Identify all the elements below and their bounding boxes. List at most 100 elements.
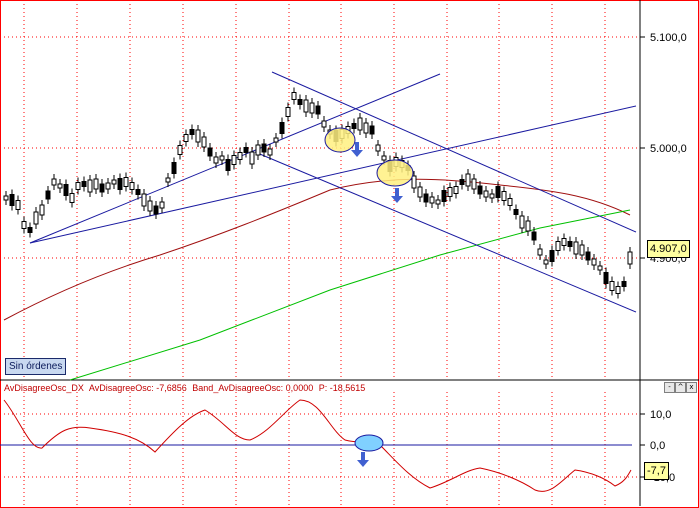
orders-badge[interactable]: Sin órdenes [5, 358, 67, 375]
candle-body [507, 198, 513, 206]
candle-body [579, 244, 585, 256]
candle-body [369, 125, 375, 135]
minimize-icon[interactable]: - [664, 382, 675, 393]
oscillator-band: Band_AvDisagreeOsc: 0,0000 [192, 383, 314, 393]
candle-body [9, 194, 15, 206]
candle-body [417, 186, 423, 198]
channel-lower-line [254, 151, 637, 313]
candle-body [621, 281, 627, 287]
candle-body [453, 186, 459, 194]
candle-body [291, 92, 297, 100]
candle-body [441, 190, 447, 202]
price-axis-label: 5.000,0 [650, 143, 687, 155]
candle-body [309, 102, 315, 114]
candle-body [165, 177, 171, 183]
candle-body [285, 107, 291, 117]
oscillator-header: AvDisagreeOsc_DX AvDisagreeOsc: -7,6856 … [4, 383, 368, 393]
candle-body [117, 178, 123, 190]
candle-body [39, 204, 45, 216]
candle-body [69, 193, 75, 203]
candle-body [81, 181, 87, 187]
candle-body [171, 162, 177, 174]
down-arrow-icon [357, 460, 369, 467]
long-moving-average-line [69, 209, 631, 381]
candle-body [423, 193, 429, 203]
candle-body [525, 220, 531, 232]
candle-body [585, 251, 591, 261]
candle-body [357, 117, 363, 131]
candle-body [435, 199, 441, 205]
candle-body [75, 182, 81, 190]
candle-body [111, 179, 117, 185]
candle-body [231, 155, 237, 165]
slow-moving-average-line [3, 178, 631, 321]
down-arrow-icon-shaft [395, 188, 399, 196]
candle-body [315, 105, 321, 115]
candle-body [297, 99, 303, 105]
candle-body [63, 184, 69, 196]
candle-body [237, 152, 243, 160]
candle-body [561, 238, 567, 246]
candle-body [477, 185, 483, 195]
oscillator-name: AvDisagreeOsc_DX [4, 383, 84, 393]
candle-body [483, 190, 489, 198]
candle-body [21, 221, 27, 229]
candle-body [591, 258, 597, 266]
candle-body [159, 201, 165, 209]
candle-body [471, 178, 477, 190]
down-arrow-icon-shaft [361, 452, 365, 460]
candle-body [189, 129, 195, 135]
osc-axis-label: 10,0 [650, 409, 671, 421]
candle-body [255, 144, 261, 156]
candle-body [147, 200, 153, 212]
candle-body [219, 155, 225, 161]
candle-body [57, 183, 63, 189]
candle-body [141, 193, 147, 207]
candle-body [207, 147, 213, 157]
oscillator-last-value: -7,7 [644, 462, 669, 480]
trendline [29, 105, 637, 244]
last-price-label: 4.907,0 [647, 240, 690, 258]
osc-axis-label: 0,0 [650, 440, 665, 452]
maximize-icon[interactable]: ^ [675, 382, 686, 393]
candle-body [135, 189, 141, 195]
down-arrow-icon [391, 196, 403, 203]
candle-body [153, 205, 159, 215]
down-arrow-icon-shaft [355, 142, 359, 150]
candle-body [87, 179, 93, 193]
candle-body [549, 250, 555, 262]
candle-body [225, 159, 231, 171]
candle-body [615, 286, 621, 294]
candle-body [105, 182, 111, 190]
highlight-ellipse [376, 159, 414, 187]
candle-body [213, 156, 219, 164]
candle-body [375, 144, 381, 152]
candle-body [537, 248, 543, 256]
candle-body [363, 122, 369, 134]
candle-body [45, 190, 51, 200]
close-icon[interactable]: x [686, 382, 697, 393]
candle-body [603, 272, 609, 284]
candle-body [597, 265, 603, 271]
candle-body [567, 241, 573, 247]
candle-body [351, 123, 357, 129]
down-arrow-icon [351, 150, 363, 157]
candle-body [183, 134, 189, 142]
candle-body [15, 200, 21, 210]
candle-body [51, 178, 57, 186]
channel-upper-line [271, 71, 637, 233]
candle-body [411, 175, 417, 189]
candle-body [267, 148, 273, 156]
candle-body [489, 193, 495, 199]
candle-body [249, 151, 255, 165]
oscillator-highlight-ellipse [354, 434, 384, 452]
candle-body [303, 99, 309, 113]
candle-body [609, 281, 615, 291]
oscillator-line [3, 399, 632, 492]
candle-body [573, 241, 579, 255]
oscillator-value: AvDisagreeOsc: -7,6856 [88, 383, 187, 393]
candle-body [3, 195, 9, 201]
price-axis-label: 5.100,0 [650, 32, 687, 44]
candle-body [501, 191, 507, 201]
